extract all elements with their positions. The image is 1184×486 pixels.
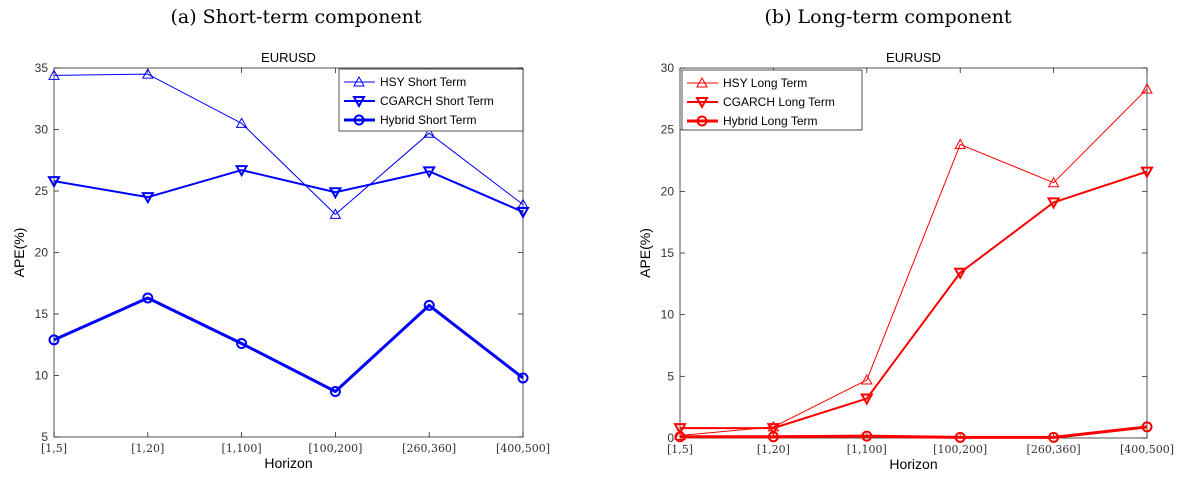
legend-label: CGARCH Short Term <box>380 94 494 108</box>
data-point <box>673 423 687 436</box>
x-axis-label: Horizon <box>264 455 312 471</box>
series-triangle-down <box>673 166 1154 436</box>
data-point <box>142 292 154 304</box>
long-term-chart: EURUSD 0 5 10 15 20 25 30 [1,5] [1,20] [1,100] [100… <box>637 50 1174 472</box>
legend-label: CGARCH Long Term <box>723 95 835 109</box>
data-point <box>234 165 249 178</box>
legend-marker <box>353 114 365 126</box>
y-tick-label: 20 <box>35 246 49 260</box>
legend-marker <box>352 96 366 109</box>
data-point <box>48 69 60 80</box>
series-circle <box>48 292 529 397</box>
x-tick-label: [260,360] <box>402 442 456 455</box>
series-triangle-down <box>47 165 530 219</box>
series-line <box>680 170 1148 430</box>
legend-marker <box>695 97 709 110</box>
y-tick-label: 5 <box>41 430 48 444</box>
y-axis-label: APE(%) <box>637 228 653 278</box>
y-tick-label: 30 <box>661 61 675 75</box>
y-tick-label: 10 <box>35 369 49 383</box>
data-point <box>1141 82 1153 94</box>
data-point <box>954 138 967 149</box>
y-tick-label: 0 <box>667 431 674 445</box>
legend-label: HSY Short Term <box>380 75 466 89</box>
legend-marker <box>696 76 708 88</box>
x-axis-label: Horizon <box>889 456 937 472</box>
data-point <box>423 299 435 311</box>
series-line <box>680 425 1148 439</box>
y-tick-label: 10 <box>661 308 675 322</box>
long-term-panel: (b) Long-term component EURUSD 0 5 10 15 20 25… <box>592 0 1184 486</box>
legend: HSY Long Term CGARCH Long Term Hybrid Long… <box>681 69 863 131</box>
legend-label: Hybrid Short Term <box>380 113 476 127</box>
data-point <box>954 431 966 443</box>
series-line <box>53 169 524 213</box>
data-point <box>422 166 436 179</box>
data-point <box>329 385 341 397</box>
data-point <box>1047 176 1060 188</box>
data-point <box>48 334 60 346</box>
data-point <box>328 187 343 200</box>
x-tick-label: [1,20] <box>131 442 164 455</box>
series-line <box>53 296 524 393</box>
y-tick-label: 35 <box>35 61 49 75</box>
data-point <box>1141 421 1153 433</box>
panel-caption: (a) Short-term component <box>170 6 422 28</box>
data-point <box>235 117 248 128</box>
x-tick-label: [1,5] <box>41 442 67 455</box>
short-term-chart: EURUSD 5 10 15 20 25 30 35 [1,5] [1,20] [1,100] [10… <box>11 50 550 471</box>
x-tick-label: [100,200] <box>308 442 362 455</box>
data-point <box>423 127 436 138</box>
y-tick-label: 5 <box>667 369 674 383</box>
data-point <box>516 206 530 219</box>
series-circle <box>674 421 1153 443</box>
y-tick-label: 25 <box>661 123 675 137</box>
data-point <box>953 267 967 280</box>
legend: HSY Short Term CGARCH Short Term Hybrid Sh… <box>338 68 524 132</box>
data-point <box>517 372 529 384</box>
data-point <box>860 393 874 406</box>
data-point <box>236 338 248 350</box>
data-point <box>674 429 686 441</box>
x-tick-label: [400,500] <box>496 442 550 455</box>
panel-caption: (b) Long-term component <box>764 6 1012 28</box>
data-point <box>766 423 781 436</box>
x-tick-label: [100,200] <box>933 443 987 456</box>
chart-title: EURUSD <box>886 50 941 65</box>
legend-label: Hybrid Long Term <box>723 114 818 128</box>
y-tick-label: 15 <box>661 246 675 260</box>
x-tick-label: [260,360] <box>1027 443 1081 456</box>
legend-label: HSY Long Term <box>723 76 807 90</box>
y-tick-label: 30 <box>35 123 49 137</box>
data-point <box>674 431 686 443</box>
data-point <box>329 208 342 219</box>
x-tick-label: [1,100] <box>847 443 887 456</box>
x-tick-label: [1,5] <box>667 443 693 456</box>
chart-title: EURUSD <box>261 50 316 65</box>
y-tick-label: 15 <box>35 307 49 321</box>
x-tick-label: [1,20] <box>757 443 790 456</box>
data-point <box>767 431 779 443</box>
x-tick-label: [400,500] <box>1120 443 1174 456</box>
legend-marker <box>696 115 708 127</box>
y-tick-label: 25 <box>35 184 49 198</box>
y-axis-label: APE(%) <box>11 228 27 278</box>
data-point <box>1046 197 1061 210</box>
series-line <box>53 73 524 215</box>
legend-marker <box>353 75 365 87</box>
data-point <box>1140 166 1154 179</box>
data-point <box>861 430 873 442</box>
data-point <box>47 176 61 189</box>
short-term-panel: (a) Short-term component EURUSD 5 10 15 20 25… <box>11 6 550 471</box>
data-point <box>860 374 873 385</box>
x-tick-label: [1,100] <box>222 442 262 455</box>
data-point <box>141 192 155 205</box>
y-tick-label: 20 <box>661 184 675 198</box>
data-point <box>1048 431 1060 443</box>
data-point <box>141 68 154 79</box>
